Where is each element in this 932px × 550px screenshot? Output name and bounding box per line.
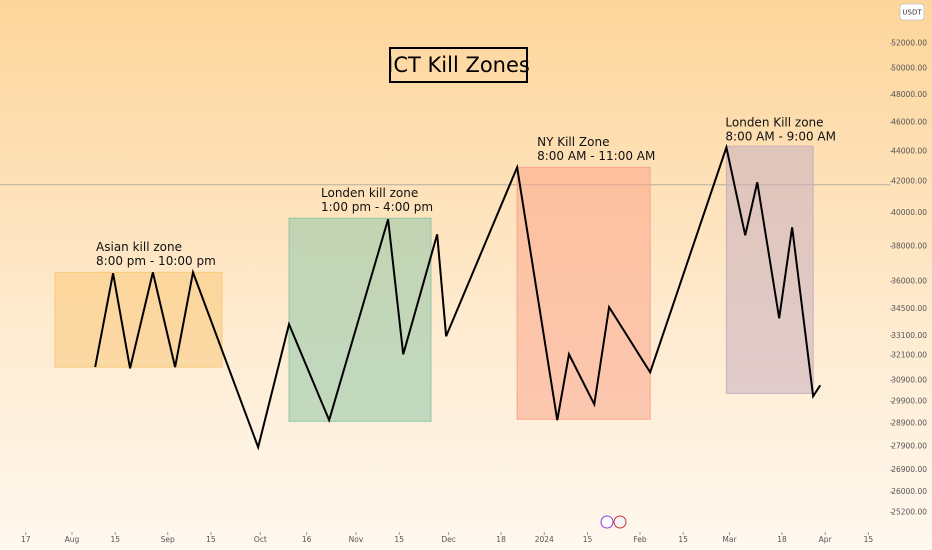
zone-label: Londen kill zone <box>321 186 418 200</box>
x-tick-label: Feb <box>633 535 647 544</box>
title-box <box>389 47 528 83</box>
y-tick-label: 42000.00 <box>891 177 927 186</box>
zone-label: 1:00 pm - 4:00 pm <box>321 200 433 214</box>
y-tick-label: 36000.00 <box>891 276 927 285</box>
y-tick-label: 27900.00 <box>891 442 927 451</box>
y-tick-label: 33100.00 <box>891 331 927 340</box>
y-tick-label: 38000.00 <box>891 241 927 250</box>
x-tick-label: Nov <box>349 535 364 544</box>
kill-zone <box>54 271 223 368</box>
y-tick-label: 48000.00 <box>891 90 927 99</box>
x-tick-label: 18 <box>777 535 787 544</box>
y-tick-label: 44000.00 <box>891 147 927 156</box>
y-tick-label: 30900.00 <box>891 375 927 384</box>
y-tick-label: 32100.00 <box>891 351 927 360</box>
y-tick-label: 46000.00 <box>891 118 927 127</box>
x-tick-label: Aug <box>65 535 80 544</box>
zone-label: Asian kill zone <box>96 240 182 254</box>
currency-box <box>899 3 925 21</box>
x-tick-label: Oct <box>254 535 267 544</box>
x-tick-label: 15 <box>110 535 120 544</box>
x-tick-label: 17 <box>21 535 31 544</box>
kill-zone <box>516 166 651 420</box>
x-tick-label: 15 <box>864 535 874 544</box>
icon <box>600 515 614 529</box>
x-tick-label: 16 <box>302 535 312 544</box>
currency: USDT <box>902 9 922 17</box>
y-tick-label: 25200.00 <box>891 507 927 516</box>
chart-title: ICT Kill Zones <box>387 53 530 77</box>
zone-label: 8:00 AM - 11:00 AM <box>537 149 655 163</box>
x-tick-label: 18 <box>496 535 506 544</box>
x-tick-label: 15 <box>583 535 593 544</box>
x-tick-label: Mar <box>722 535 737 544</box>
x-tick-label: 15 <box>206 535 216 544</box>
y-tick-label: 40000.00 <box>891 208 927 217</box>
x-tick-label: Apr <box>819 535 833 544</box>
icon <box>613 515 627 529</box>
y-tick-label: 50000.00 <box>891 64 927 73</box>
kill-zone <box>288 217 432 422</box>
kill-zone <box>725 145 814 394</box>
x-tick-label: 15 <box>678 535 688 544</box>
y-tick-label: 34500.00 <box>891 304 927 313</box>
x-tick-label: Dec <box>441 535 456 544</box>
y-tick-label: 28900.00 <box>891 419 927 428</box>
x-tick-label: 15 <box>394 535 404 544</box>
zone-label: 8:00 AM - 9:00 AM <box>725 130 836 144</box>
footer-icons <box>600 515 627 529</box>
x-tick-label: Sep <box>161 535 175 544</box>
zone-label: 8:00 pm - 10:00 pm <box>96 254 216 268</box>
y-tick-label: 26000.00 <box>891 487 927 496</box>
price-line <box>94 143 822 451</box>
y-tick-label: 29900.00 <box>891 397 927 406</box>
zone-label: NY Kill Zone <box>537 135 609 149</box>
zone-label: Londen Kill zone <box>725 116 823 130</box>
y-tick-label: 52000.00 <box>891 38 927 47</box>
y-tick-label: 26900.00 <box>891 465 927 474</box>
x-tick-label: 2024 <box>535 535 554 544</box>
